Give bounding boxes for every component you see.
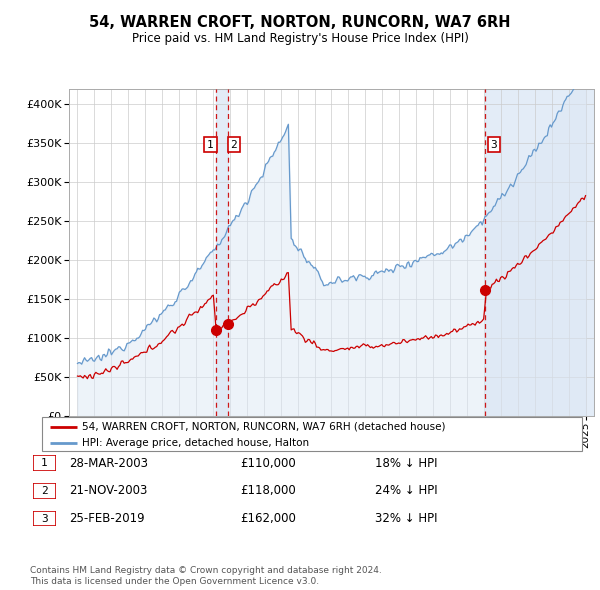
Text: 54, WARREN CROFT, NORTON, RUNCORN, WA7 6RH (detached house): 54, WARREN CROFT, NORTON, RUNCORN, WA7 6… <box>83 422 446 432</box>
Text: 32% ↓ HPI: 32% ↓ HPI <box>375 512 437 525</box>
Text: 2: 2 <box>230 140 237 150</box>
Text: 54, WARREN CROFT, NORTON, RUNCORN, WA7 6RH: 54, WARREN CROFT, NORTON, RUNCORN, WA7 6… <box>89 15 511 30</box>
Text: £162,000: £162,000 <box>240 512 296 525</box>
Text: £118,000: £118,000 <box>240 484 296 497</box>
FancyBboxPatch shape <box>33 483 56 499</box>
Text: This data is licensed under the Open Government Licence v3.0.: This data is licensed under the Open Gov… <box>30 577 319 586</box>
Text: Price paid vs. HM Land Registry's House Price Index (HPI): Price paid vs. HM Land Registry's House … <box>131 32 469 45</box>
Text: 1: 1 <box>207 140 214 150</box>
Bar <box>485 88 594 416</box>
Text: 25-FEB-2019: 25-FEB-2019 <box>69 512 145 525</box>
Text: 24% ↓ HPI: 24% ↓ HPI <box>375 484 437 497</box>
FancyBboxPatch shape <box>42 417 582 451</box>
Text: 3: 3 <box>41 514 48 523</box>
Text: 2: 2 <box>41 486 48 496</box>
Text: 28-MAR-2003: 28-MAR-2003 <box>69 457 148 470</box>
FancyBboxPatch shape <box>33 511 56 526</box>
Text: £110,000: £110,000 <box>240 457 296 470</box>
Text: HPI: Average price, detached house, Halton: HPI: Average price, detached house, Halt… <box>83 438 310 448</box>
Text: 21-NOV-2003: 21-NOV-2003 <box>69 484 148 497</box>
FancyBboxPatch shape <box>33 455 56 471</box>
Text: 3: 3 <box>490 140 497 150</box>
Text: Contains HM Land Registry data © Crown copyright and database right 2024.: Contains HM Land Registry data © Crown c… <box>30 566 382 575</box>
Text: 1: 1 <box>41 458 48 468</box>
Bar <box>217 88 228 416</box>
Text: 18% ↓ HPI: 18% ↓ HPI <box>375 457 437 470</box>
